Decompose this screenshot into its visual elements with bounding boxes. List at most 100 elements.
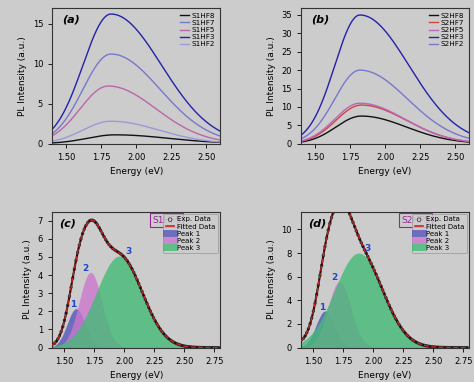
Legend: S2HF8, S2HF7, S2HF5, S2HF3, S2HF2: S2HF8, S2HF7, S2HF5, S2HF3, S2HF2	[426, 10, 467, 50]
Point	[423, 343, 431, 349]
Point	[453, 345, 461, 351]
Point	[84, 220, 91, 226]
S1HF8	[162, 136, 168, 140]
S2HF8	[425, 132, 431, 137]
S2HF7	[425, 129, 431, 133]
Point	[127, 263, 134, 269]
Point	[402, 331, 410, 337]
Point	[333, 202, 340, 209]
Point	[105, 241, 113, 248]
S2HF3	[298, 133, 304, 138]
S2HF5	[328, 121, 334, 125]
Point	[110, 246, 118, 253]
Point	[204, 345, 212, 351]
S2HF8	[298, 140, 304, 144]
Point	[430, 344, 438, 350]
Point	[202, 345, 210, 351]
Point	[100, 234, 108, 240]
Point	[367, 261, 375, 267]
Point	[164, 335, 172, 342]
Point	[387, 306, 395, 312]
Point	[91, 218, 98, 224]
Point	[183, 343, 191, 350]
S1HF7	[79, 89, 85, 94]
Point	[92, 220, 100, 226]
Point	[135, 280, 143, 286]
Point	[395, 322, 403, 328]
S1HF5	[218, 138, 223, 142]
S1HF5	[162, 113, 168, 117]
Point	[405, 334, 413, 340]
S2HF8	[359, 114, 365, 118]
S2HF8	[374, 115, 380, 120]
Point	[181, 343, 189, 349]
S1HF7	[49, 131, 55, 136]
Point	[146, 308, 154, 314]
Point	[122, 256, 129, 262]
S1HF8	[92, 134, 98, 139]
Point	[155, 324, 162, 330]
Point	[125, 260, 133, 266]
Point	[112, 248, 119, 254]
S2HF5	[357, 101, 363, 105]
Line: S1HF5: S1HF5	[52, 86, 220, 140]
Point	[331, 206, 338, 212]
S1HF3	[149, 47, 155, 52]
S1HF2	[176, 133, 182, 138]
Line: S2HF5: S2HF5	[301, 103, 469, 142]
Text: 2: 2	[331, 273, 337, 282]
Point	[166, 337, 174, 343]
Point	[59, 324, 66, 330]
S2HF2	[466, 136, 472, 141]
Line: S1HF7: S1HF7	[52, 54, 220, 136]
Point	[206, 345, 213, 351]
Point	[372, 271, 380, 277]
Point	[319, 253, 327, 259]
Point	[303, 330, 310, 336]
S2HF3	[357, 13, 363, 17]
Point	[97, 227, 105, 233]
Point	[415, 340, 423, 346]
Point	[102, 236, 109, 243]
Point	[318, 262, 326, 269]
Point	[184, 343, 192, 350]
Point	[87, 217, 95, 223]
Point	[435, 344, 443, 350]
Line: S1HF2: S1HF2	[52, 121, 220, 142]
Point	[188, 344, 195, 350]
Line: S2HF7: S2HF7	[301, 105, 469, 141]
Y-axis label: PL Intensity (a.u.): PL Intensity (a.u.)	[18, 36, 27, 115]
Point	[445, 345, 453, 351]
S1HF3	[218, 129, 223, 134]
Text: 1: 1	[319, 303, 325, 312]
Point	[193, 344, 201, 350]
S1HF8	[49, 141, 55, 145]
Y-axis label: PL Intensity (a.u.): PL Intensity (a.u.)	[267, 36, 276, 115]
Point	[463, 345, 471, 351]
Point	[67, 284, 75, 290]
Point	[75, 242, 83, 248]
Point	[140, 293, 147, 299]
Point	[328, 214, 335, 220]
Point	[442, 345, 449, 351]
Point	[432, 344, 439, 350]
Point	[437, 344, 444, 350]
Text: (d): (d)	[308, 219, 326, 228]
S1HF3	[92, 31, 98, 35]
Point	[394, 319, 401, 325]
S2HF5	[341, 108, 347, 113]
Point	[341, 202, 348, 208]
Point	[64, 302, 72, 308]
Point	[65, 293, 73, 299]
Point	[133, 277, 141, 283]
Point	[455, 345, 463, 351]
Point	[109, 245, 116, 251]
Point	[313, 291, 320, 298]
Point	[397, 324, 405, 330]
Point	[334, 201, 342, 207]
Point	[443, 345, 451, 351]
Point	[353, 228, 360, 234]
S2HF3	[328, 75, 334, 80]
S2HF7	[341, 111, 347, 115]
X-axis label: Energy (eV): Energy (eV)	[358, 371, 412, 380]
